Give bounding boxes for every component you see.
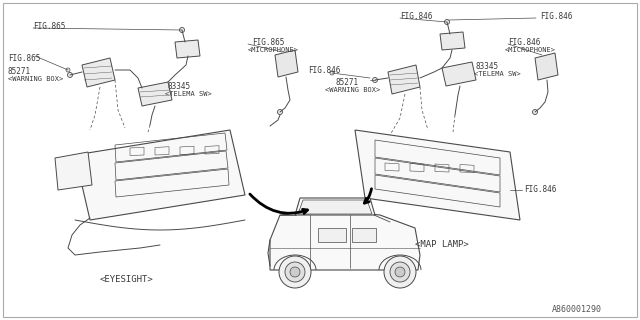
Circle shape xyxy=(285,262,305,282)
Polygon shape xyxy=(388,65,420,94)
Text: FIG.846: FIG.846 xyxy=(540,12,572,21)
Text: FIG.846: FIG.846 xyxy=(400,12,433,21)
Text: 83345: 83345 xyxy=(476,62,499,71)
Polygon shape xyxy=(175,40,200,58)
FancyArrowPatch shape xyxy=(364,189,371,203)
Text: FIG.846: FIG.846 xyxy=(508,38,540,47)
Text: FIG.865: FIG.865 xyxy=(252,38,284,47)
Circle shape xyxy=(279,256,311,288)
Text: <WARNING BOX>: <WARNING BOX> xyxy=(325,87,380,93)
Polygon shape xyxy=(75,130,245,220)
Polygon shape xyxy=(298,200,372,214)
Text: <MICROPHONE>: <MICROPHONE> xyxy=(505,47,556,53)
Polygon shape xyxy=(535,53,558,80)
Circle shape xyxy=(179,28,184,33)
Text: FIG.846: FIG.846 xyxy=(308,66,340,75)
Polygon shape xyxy=(442,62,476,86)
Polygon shape xyxy=(82,58,115,87)
Polygon shape xyxy=(275,50,298,77)
Text: <MICROPHONE>: <MICROPHONE> xyxy=(248,47,299,53)
Bar xyxy=(352,228,376,242)
Text: <TELEMA SW>: <TELEMA SW> xyxy=(474,71,521,77)
Polygon shape xyxy=(138,82,172,106)
Text: <MAP LAMP>: <MAP LAMP> xyxy=(415,240,468,249)
Text: <TELEMA SW>: <TELEMA SW> xyxy=(165,91,212,97)
Circle shape xyxy=(290,267,300,277)
Text: <EYESIGHT>: <EYESIGHT> xyxy=(100,275,154,284)
Text: FIG.865: FIG.865 xyxy=(8,54,40,63)
Circle shape xyxy=(330,71,334,75)
Circle shape xyxy=(445,20,449,25)
Polygon shape xyxy=(295,198,375,215)
Polygon shape xyxy=(440,32,465,50)
Text: A860001290: A860001290 xyxy=(552,305,602,314)
FancyArrowPatch shape xyxy=(250,194,307,213)
Circle shape xyxy=(390,262,410,282)
Polygon shape xyxy=(355,130,520,220)
Text: FIG.846: FIG.846 xyxy=(524,185,556,194)
Circle shape xyxy=(384,256,416,288)
Text: 83345: 83345 xyxy=(168,82,191,91)
Circle shape xyxy=(372,77,378,83)
Text: FIG.865: FIG.865 xyxy=(33,22,65,31)
Text: 85271: 85271 xyxy=(8,67,31,76)
Polygon shape xyxy=(270,210,420,270)
Polygon shape xyxy=(55,152,92,190)
Circle shape xyxy=(66,68,70,72)
Text: <WARNING BOX>: <WARNING BOX> xyxy=(8,76,63,82)
Circle shape xyxy=(532,109,538,115)
Circle shape xyxy=(278,109,282,115)
Text: 85271: 85271 xyxy=(335,78,358,87)
Circle shape xyxy=(67,73,72,77)
Bar xyxy=(318,228,346,242)
Circle shape xyxy=(395,267,405,277)
